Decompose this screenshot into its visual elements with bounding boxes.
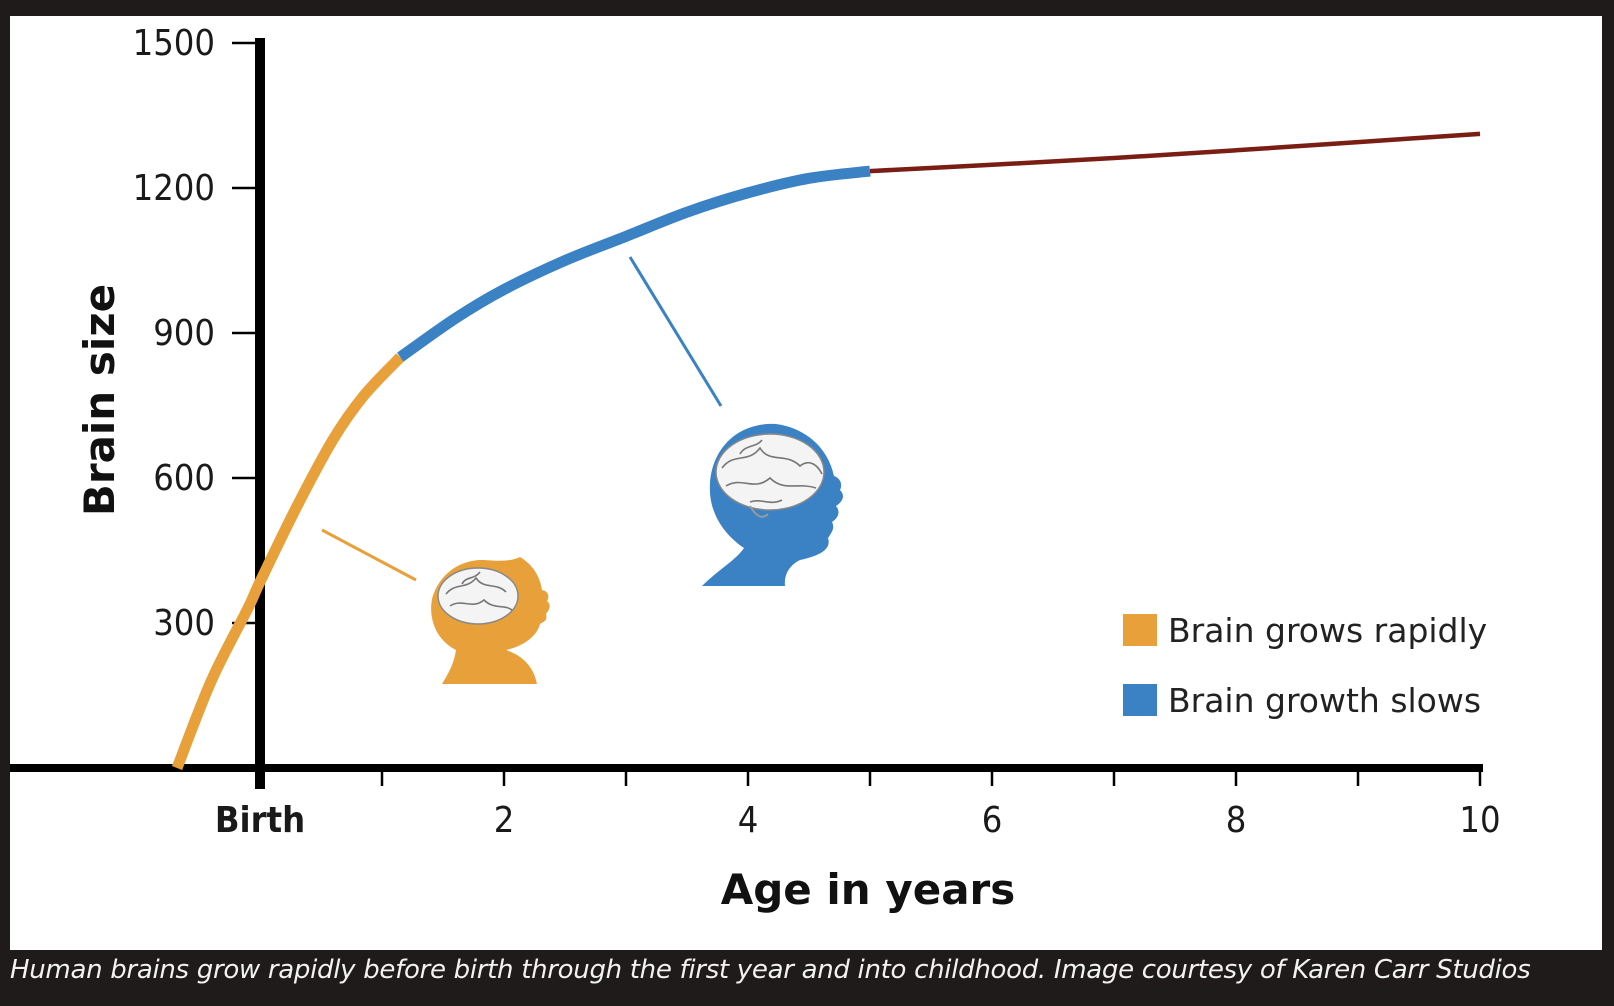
- y-axis-title: Brain size: [75, 284, 124, 516]
- series-line-adult: [869, 131, 1481, 174]
- annotation-leader-rapid: [321, 528, 417, 582]
- annotation-leader-slow: [628, 256, 723, 407]
- x-tick-label: Birth: [215, 800, 305, 841]
- x-tick-label: 8: [1226, 800, 1247, 841]
- x-tick-label: 10: [1459, 800, 1500, 841]
- series-line-rapid-growth: [171, 353, 405, 770]
- chart-figure: Birth 2 4 6 8 10 300 600 900 1200 1500 Age in yea…: [10, 16, 1602, 950]
- infant-brain: [437, 567, 519, 625]
- figure-caption: Human brains grow rapidly before birth t…: [10, 955, 1531, 985]
- x-axis-title: Age in years: [721, 865, 1016, 914]
- y-ticks: 300 600 900 1200 1500: [133, 23, 260, 644]
- x-tick-label: 6: [982, 800, 1003, 841]
- x-ticks: Birth 2 4 6 8 10: [215, 768, 1501, 841]
- series-line-slow-growth: [397, 165, 871, 362]
- x-tick-label: 2: [494, 800, 515, 841]
- y-tick-label: 600: [153, 458, 215, 499]
- child-brain: [715, 433, 825, 511]
- y-tick-label: 1500: [133, 23, 215, 64]
- y-tick-label: 1200: [133, 168, 215, 209]
- x-tick-label: 4: [738, 800, 759, 841]
- child-head-with-brain-icon: [702, 423, 843, 586]
- legend-label-rapid: Brain grows rapidly: [1168, 611, 1487, 650]
- legend: Brain grows rapidly Brain growth slows: [1123, 611, 1487, 720]
- brain-growth-chart: Birth 2 4 6 8 10 300 600 900 1200 1500 Age in yea…: [10, 23, 1501, 914]
- legend-swatch-slow: [1123, 684, 1157, 716]
- infant-head-with-brain-icon: [431, 557, 550, 684]
- series-layer: [171, 131, 1481, 770]
- y-tick-label: 900: [153, 313, 215, 354]
- y-tick-label: 300: [153, 603, 215, 644]
- legend-swatch-rapid: [1123, 614, 1157, 646]
- legend-label-slow: Brain growth slows: [1168, 681, 1481, 720]
- axes: [10, 38, 1483, 789]
